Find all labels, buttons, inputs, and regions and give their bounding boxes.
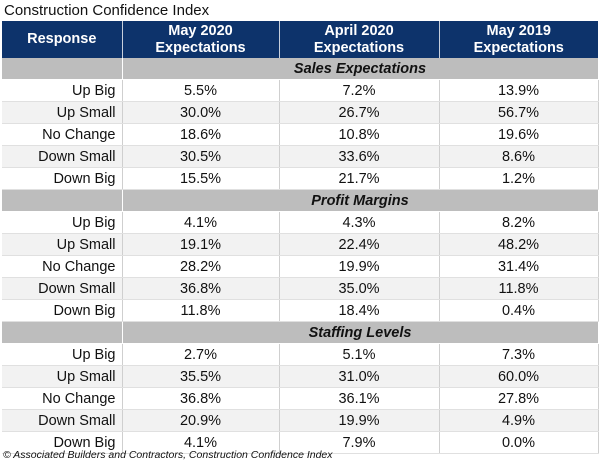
confidence-table: Response May 2020 Expectations April 2020 Ex… xyxy=(2,21,599,454)
section-label: Sales Expectations xyxy=(122,58,599,80)
value-cell: 0.4% xyxy=(439,299,599,322)
section-spacer-cell xyxy=(2,58,123,80)
value-cell: 10.8% xyxy=(279,123,440,146)
value-cell: 8.6% xyxy=(439,145,599,168)
value-cell: 36.8% xyxy=(122,277,280,300)
value-cell: 31.4% xyxy=(439,255,599,278)
value-cell: 19.6% xyxy=(439,123,599,146)
response-cell: Down Small xyxy=(2,409,123,432)
table-row: No Change 36.8% 36.1% 27.8% xyxy=(2,387,599,410)
value-cell: 4.1% xyxy=(122,431,280,454)
header-row: Response May 2020 Expectations April 2020 Ex… xyxy=(2,21,598,58)
response-cell: No Change xyxy=(2,387,123,410)
table-row: Down Small 30.5% 33.6% 8.6% xyxy=(2,145,599,168)
value-cell: 26.7% xyxy=(279,101,440,124)
table-row: Down Small 20.9% 19.9% 4.9% xyxy=(2,409,599,432)
column-header-line2: Expectations xyxy=(473,39,564,56)
response-cell: Down Small xyxy=(2,145,123,168)
value-cell: 36.8% xyxy=(122,387,280,410)
section-spacer-cell xyxy=(2,321,123,344)
value-cell: 19.1% xyxy=(122,233,280,256)
table-row: Up Small 35.5% 31.0% 60.0% xyxy=(2,365,599,388)
value-cell: 15.5% xyxy=(122,167,280,190)
value-cell: 56.7% xyxy=(439,101,599,124)
table-row: Down Big 11.8% 18.4% 0.4% xyxy=(2,299,599,322)
value-cell: 21.7% xyxy=(279,167,440,190)
table-row: Up Small 19.1% 22.4% 48.2% xyxy=(2,233,599,256)
table-row: Down Small 36.8% 35.0% 11.8% xyxy=(2,277,599,300)
table-row: Up Big 2.7% 5.1% 7.3% xyxy=(2,343,599,366)
value-cell: 7.2% xyxy=(279,79,440,102)
value-cell: 2.7% xyxy=(122,343,280,366)
table-row: Up Small 30.0% 26.7% 56.7% xyxy=(2,101,599,124)
table-row: No Change 18.6% 10.8% 19.6% xyxy=(2,123,599,146)
value-cell: 19.9% xyxy=(279,255,440,278)
section-row: Staffing Levels xyxy=(2,321,599,344)
response-cell: Up Big xyxy=(2,79,123,102)
value-cell: 19.9% xyxy=(279,409,440,432)
value-cell: 28.2% xyxy=(122,255,280,278)
value-cell: 36.1% xyxy=(279,387,440,410)
column-header-line1: May 2019 xyxy=(486,22,552,39)
table-row: No Change 28.2% 19.9% 31.4% xyxy=(2,255,599,278)
value-cell: 5.1% xyxy=(279,343,440,366)
value-cell: 35.5% xyxy=(122,365,280,388)
column-header: Response xyxy=(2,21,123,58)
response-cell: Up Small xyxy=(2,365,123,388)
value-cell: 35.0% xyxy=(279,277,440,300)
value-cell: 4.1% xyxy=(122,211,280,234)
response-cell: Down Big xyxy=(2,299,123,322)
column-header-line2: Expectations xyxy=(155,39,246,56)
response-cell: Down Small xyxy=(2,277,123,300)
value-cell: 27.8% xyxy=(439,387,599,410)
value-cell: 60.0% xyxy=(439,365,599,388)
value-cell: 4.9% xyxy=(439,409,599,432)
column-header: April 2020 Expectations xyxy=(279,21,440,58)
value-cell: 33.6% xyxy=(279,145,440,168)
value-cell: 18.4% xyxy=(279,299,440,322)
value-cell: 18.6% xyxy=(122,123,280,146)
value-cell: 22.4% xyxy=(279,233,440,256)
table-title: Construction Confidence Index xyxy=(4,2,210,19)
column-header: May 2019 Expectations xyxy=(439,21,598,58)
table-row: Up Big 4.1% 4.3% 8.2% xyxy=(2,211,599,234)
section-label: Staffing Levels xyxy=(122,321,599,344)
table-row: Down Big 15.5% 21.7% 1.2% xyxy=(2,167,599,190)
value-cell: 1.2% xyxy=(439,167,599,190)
source-footer: © Associated Builders and Contractors, C… xyxy=(3,449,333,461)
value-cell: 31.0% xyxy=(279,365,440,388)
response-cell: Up Small xyxy=(2,233,123,256)
response-cell: No Change xyxy=(2,123,123,146)
column-header-line2: Expectations xyxy=(313,39,405,56)
column-header: May 2020 Expectations xyxy=(122,21,280,58)
response-cell: Up Big xyxy=(2,343,123,366)
value-cell: 11.8% xyxy=(439,277,599,300)
response-cell: Up Small xyxy=(2,101,123,124)
column-header-line1: Response xyxy=(27,31,97,47)
table-row: Down Big 4.1% 7.9% 0.0% xyxy=(2,431,599,454)
table-row: Up Big 5.5% 7.2% 13.9% xyxy=(2,79,599,102)
response-cell: Down Big xyxy=(2,167,123,190)
section-row: Profit Margins xyxy=(2,189,599,212)
section-label: Profit Margins xyxy=(122,189,599,212)
value-cell: 7.9% xyxy=(279,431,440,454)
value-cell: 4.3% xyxy=(279,211,440,234)
value-cell: 11.8% xyxy=(122,299,280,322)
value-cell: 7.3% xyxy=(439,343,599,366)
value-cell: 48.2% xyxy=(439,233,599,256)
value-cell: 0.0% xyxy=(439,431,599,454)
value-cell: 30.0% xyxy=(122,101,280,124)
value-cell: 30.5% xyxy=(122,145,280,168)
response-cell: Up Big xyxy=(2,211,123,234)
section-spacer-cell xyxy=(2,189,123,212)
value-cell: 13.9% xyxy=(439,79,599,102)
response-cell: Down Big xyxy=(2,431,123,454)
response-cell: No Change xyxy=(2,255,123,278)
value-cell: 20.9% xyxy=(122,409,280,432)
section-row: Sales Expectations xyxy=(2,58,599,80)
column-header-line1: April 2020 xyxy=(324,22,394,39)
value-cell: 5.5% xyxy=(122,79,280,102)
value-cell: 8.2% xyxy=(439,211,599,234)
column-header-line1: May 2020 xyxy=(168,22,233,39)
